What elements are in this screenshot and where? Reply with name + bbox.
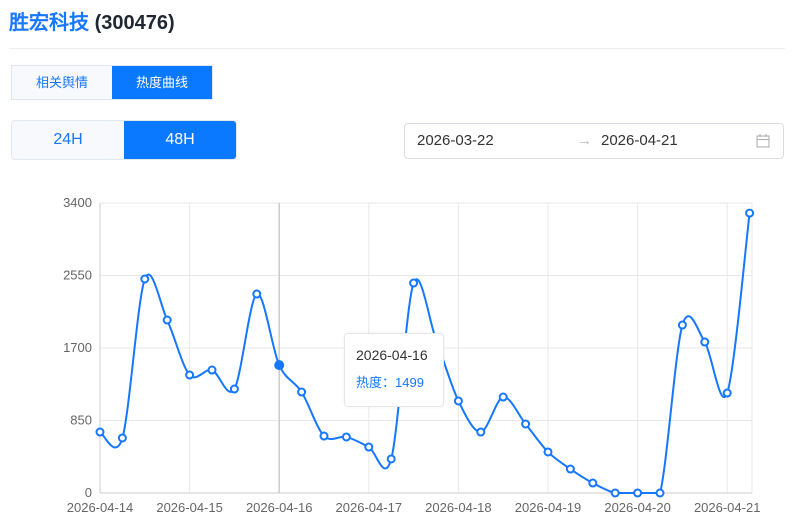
start-date[interactable]: 2026-03-22	[417, 132, 494, 149]
x-tick-label: 2026-04-15	[156, 500, 223, 515]
y-tick-label: 850	[70, 413, 92, 428]
data-point	[319, 431, 329, 441]
data-point	[341, 432, 351, 442]
data-point	[521, 419, 531, 429]
x-tick-label: 2026-04-14	[67, 500, 134, 515]
data-point	[677, 320, 687, 330]
data-point	[364, 442, 374, 452]
end-date[interactable]: 2026-04-21	[601, 132, 678, 149]
data-point	[476, 427, 486, 437]
x-tick-label: 2026-04-19	[515, 500, 582, 515]
y-tick-label: 1700	[63, 340, 92, 355]
tooltip-date: 2026-04-16	[356, 347, 428, 363]
data-point	[229, 384, 239, 394]
view-tabs: 相关舆情 热度曲线	[11, 65, 213, 100]
data-point-highlighted	[274, 360, 285, 371]
data-point	[252, 289, 262, 299]
period-48h-button[interactable]: 48H	[124, 121, 236, 159]
data-point	[185, 370, 195, 380]
data-point	[700, 337, 710, 347]
tab-heat-curve[interactable]: 热度曲线	[112, 66, 212, 99]
data-point	[207, 365, 217, 375]
x-tick-label: 2026-04-18	[425, 500, 492, 515]
y-tick-label: 3400	[63, 195, 92, 210]
data-point	[386, 454, 396, 464]
tab-related-news[interactable]: 相关舆情	[12, 66, 112, 99]
stock-name: 胜宏科技	[9, 12, 89, 34]
tooltip-value: 热度：1499	[356, 375, 424, 390]
date-range-picker[interactable]: 2026-03-22 → 2026-04-21	[404, 123, 784, 159]
data-point	[610, 488, 620, 498]
divider	[9, 48, 785, 49]
x-tick-label: 2026-04-16	[246, 500, 313, 515]
data-point	[565, 464, 575, 474]
y-tick-label: 2550	[63, 268, 92, 283]
calendar-icon[interactable]	[755, 133, 771, 149]
data-point	[140, 274, 150, 284]
x-tick-label: 2026-04-17	[336, 500, 403, 515]
data-point	[498, 392, 508, 402]
stock-code: (300476)	[94, 12, 175, 34]
data-point	[633, 488, 643, 498]
period-24h-button[interactable]: 24H	[12, 121, 124, 159]
data-point	[543, 447, 553, 457]
range-separator: →	[577, 132, 592, 149]
data-point	[95, 427, 105, 437]
data-point	[722, 388, 732, 398]
x-tick-label: 2026-04-21	[694, 500, 761, 515]
period-selector: 24H 48H	[11, 120, 237, 160]
data-point	[453, 396, 463, 406]
chart-tooltip: 2026-04-16 热度：1499	[344, 333, 444, 407]
data-point	[297, 387, 307, 397]
data-point	[162, 315, 172, 325]
x-tick-label: 2026-04-20	[604, 500, 671, 515]
y-tick-label: 0	[85, 485, 92, 500]
page-title: 胜宏科技 (300476)	[9, 6, 175, 35]
data-point	[745, 208, 755, 218]
data-point	[409, 278, 419, 288]
data-point	[117, 433, 127, 443]
data-point	[655, 488, 665, 498]
data-point	[588, 478, 598, 488]
